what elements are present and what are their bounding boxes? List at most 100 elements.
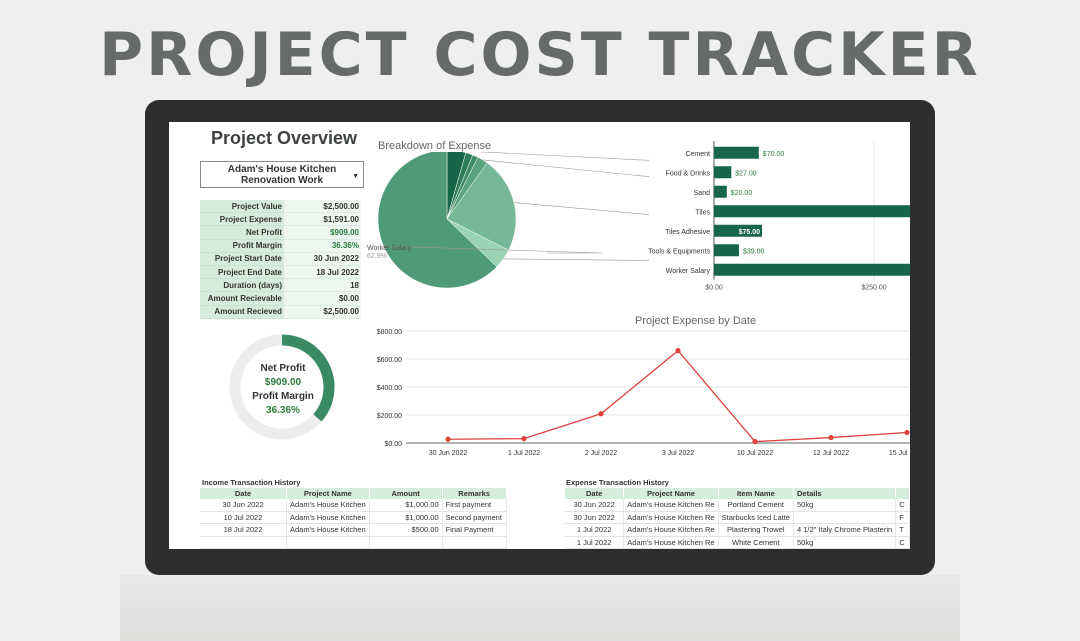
line-xtick: 10 Jul 2022 [737, 450, 773, 457]
expense-col-date[interactable]: Date [565, 488, 625, 499]
summary-value[interactable]: 18 [284, 278, 361, 293]
summary-label: Project Start Date [200, 252, 284, 266]
table-cell[interactable]: White Cement [718, 536, 794, 549]
table-cell[interactable]: 4 1/2" Italy Chrome Plasterin [793, 523, 897, 537]
table-cell[interactable]: Adam's House Kitchen Re [623, 511, 719, 524]
expense-line-chart: $0.00 $200.00 $400.00 $600.00 $800.00 30 Jun … [377, 329, 910, 457]
table-cell[interactable] [286, 536, 370, 549]
summary-value[interactable]: 18 Jul 2022 [284, 265, 361, 280]
expense-col-project[interactable]: Project Name [623, 488, 719, 499]
table-cell[interactable]: Adam's House Kitchen [286, 511, 370, 524]
line-ytick: $200.00 [377, 413, 402, 420]
chevron-down-icon: ▼ [352, 173, 359, 180]
pie-leader-line [503, 258, 649, 261]
bar [714, 146, 759, 159]
table-cell[interactable]: Plastering Trowel [718, 523, 794, 537]
spreadsheet-screen: Project Overview Adam's House Kitchen Re… [169, 122, 910, 549]
table-cell[interactable]: $1,000.00 [369, 511, 443, 524]
table-cell[interactable]: Portland Cement [718, 499, 794, 512]
summary-row: Amount Recievable $0.00 [200, 291, 361, 306]
table-cell[interactable]: Adam's House Kitchen [286, 499, 370, 512]
income-col-remarks[interactable]: Remarks [442, 488, 507, 499]
table-cell[interactable]: T [895, 523, 910, 537]
table-cell[interactable]: Final Payment [442, 523, 507, 537]
table-cell[interactable]: 30 Jun 2022 [565, 511, 625, 524]
hero-title: PROJECT COST TRACKER [99, 20, 981, 90]
pie-leader-line [482, 159, 649, 177]
table-cell[interactable]: 30 Jun 2022 [565, 499, 625, 512]
pie-slice [446, 162, 517, 251]
table-cell[interactable]: Adam's House Kitchen [286, 523, 370, 537]
table-row: 1 Jul 2022 Adam's House Kitchen Re Plaster… [565, 523, 910, 537]
table-cell[interactable]: Starbucks Iced Latte [718, 511, 794, 524]
expense-col-item[interactable]: Item Name [718, 488, 794, 499]
line-xtick: 15 Jul 2022 [889, 450, 910, 457]
line-ytick: $0.00 [384, 441, 402, 448]
summary-row: Project Expense $1,591.00 [200, 212, 361, 227]
expense-table: Date Project Name Item Name Details 30 J… [565, 488, 910, 549]
bar-category-label: Sand [694, 190, 710, 197]
table-cell[interactable]: 1 Jul 2022 [565, 536, 625, 549]
summary-value[interactable]: $0.00 [284, 291, 361, 306]
income-table: Date Project Name Amount Remarks 30 Jun … [200, 488, 507, 549]
line-point [904, 429, 910, 436]
line-point [598, 411, 604, 417]
table-cell[interactable]: First payment [442, 499, 507, 512]
summary-label: Net Profit [200, 225, 284, 240]
expense-col-extra[interactable] [895, 488, 910, 499]
income-col-project[interactable]: Project Name [286, 488, 370, 499]
summary-value[interactable]: $909.00 [284, 225, 361, 240]
summary-label: Project End Date [200, 265, 284, 280]
bar-category-label: Tiles Adhesive [665, 229, 710, 236]
line-point [445, 436, 451, 442]
table-cell[interactable]: F [895, 511, 910, 524]
summary-label: Project Expense [200, 212, 284, 227]
table-cell[interactable]: Adam's House Kitchen Re [623, 536, 719, 549]
table-cell[interactable]: Adam's House Kitchen Re [623, 499, 719, 512]
line-point [521, 436, 527, 442]
table-cell[interactable]: $1,000.00 [369, 499, 443, 512]
bar-value-label: $39.00 [743, 248, 765, 255]
bar-xtick: $250.00 [861, 285, 886, 292]
expense-col-details[interactable]: Details [793, 488, 897, 499]
income-col-amount[interactable]: Amount [369, 488, 443, 499]
summary-label: Amount Recieved [200, 305, 284, 319]
project-select-value: Adam's House Kitchen Renovation Work [227, 164, 337, 186]
table-cell[interactable]: C [895, 536, 910, 549]
summary-row: Profit Margin 36.36% [200, 239, 361, 253]
table-cell[interactable] [793, 511, 897, 524]
bar-xtick: $0.00 [705, 285, 723, 292]
table-cell[interactable]: 18 Jul 2022 [200, 523, 287, 537]
line-chart-title: Project Expense by Date [635, 315, 757, 327]
line-ytick: $400.00 [377, 385, 402, 392]
table-cell[interactable]: 10 Jul 2022 [200, 511, 287, 524]
table-cell[interactable]: Adam's House Kitchen Re [623, 523, 719, 537]
summary-row: Project Start Date 30 Jun 2022 [200, 252, 361, 266]
bar [714, 224, 762, 237]
summary-value[interactable]: $2,500.00 [284, 305, 361, 319]
income-col-date[interactable]: Date [200, 488, 287, 499]
summary-value[interactable]: 36.36% [284, 239, 361, 253]
pie-label: Worker Salary [367, 245, 412, 252]
table-cell[interactable]: 50kg [793, 536, 897, 549]
summary-value[interactable]: $2,500.00 [284, 200, 361, 214]
table-cell[interactable]: 30 Jun 2022 [200, 499, 287, 512]
table-row: 30 Jun 2022 Adam's House Kitchen Re Starbu… [565, 511, 910, 524]
summary-row: Duration (days) 18 [200, 278, 361, 293]
profit-ring-arc [229, 334, 335, 440]
table-cell[interactable] [369, 536, 443, 549]
table-cell[interactable]: C [895, 499, 910, 512]
table-cell[interactable]: $500.00 [369, 523, 443, 537]
table-cell[interactable] [200, 536, 287, 549]
table-cell[interactable]: 1 Jul 2022 [565, 523, 625, 537]
summary-value[interactable]: $1,591.00 [284, 212, 361, 227]
summary-value[interactable]: 30 Jun 2022 [284, 252, 361, 266]
bar-value-label: $20.00 [731, 190, 753, 197]
summary-label: Profit Margin [200, 239, 284, 253]
expense-pie-chart: Cement4.4%Tools & Equipm...2.5%Tiles22.6… [367, 152, 649, 289]
project-select[interactable]: Adam's House Kitchen Renovation Work ▼ [200, 161, 364, 188]
bar [714, 166, 732, 179]
table-cell[interactable]: 50kg [793, 499, 897, 512]
table-cell[interactable]: Second payment [442, 511, 507, 524]
table-cell[interactable] [442, 536, 507, 549]
